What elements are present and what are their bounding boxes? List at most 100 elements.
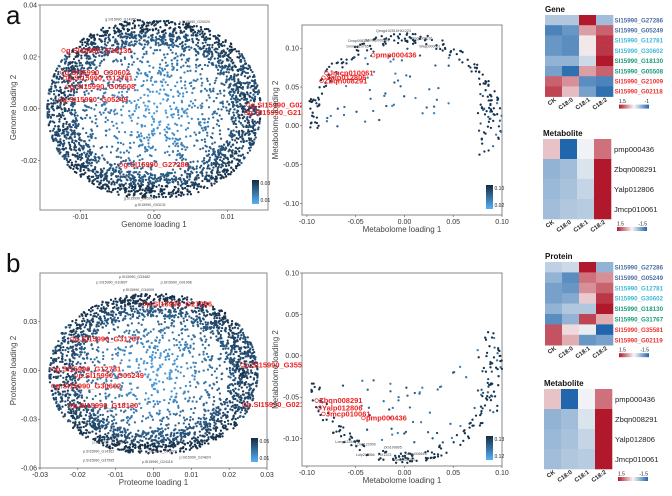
data-point (246, 81, 249, 84)
data-point (231, 138, 234, 141)
data-point (177, 117, 181, 120)
data-point (190, 170, 193, 173)
data-point (72, 421, 75, 424)
data-point (144, 104, 147, 107)
data-point (235, 50, 238, 53)
data-point (63, 90, 66, 93)
data-point (242, 64, 245, 67)
data-point (336, 125, 339, 128)
data-point (148, 64, 151, 68)
data-point (227, 347, 230, 350)
data-point (208, 49, 211, 53)
data-point (112, 59, 116, 63)
data-point (208, 88, 212, 92)
data-point (174, 310, 178, 313)
data-point (164, 92, 167, 96)
data-point (167, 123, 170, 126)
data-point (147, 100, 150, 103)
data-point (216, 72, 220, 75)
data-point (198, 131, 201, 134)
data-point (114, 108, 117, 111)
data-point (97, 174, 100, 178)
data-point (151, 117, 155, 121)
data-point (196, 31, 199, 35)
data-point (458, 58, 461, 61)
data-point (127, 419, 130, 422)
data-point (63, 117, 66, 121)
data-point (149, 79, 153, 82)
data-point (76, 152, 79, 155)
data-point (185, 112, 188, 115)
data-point (169, 310, 172, 314)
data-point (153, 102, 156, 105)
data-point (149, 190, 153, 193)
data-point (175, 31, 178, 34)
data-point (77, 148, 80, 151)
data-point (136, 122, 139, 125)
data-point (482, 131, 486, 134)
data-point (218, 129, 222, 132)
data-point (489, 126, 493, 130)
data-point (204, 175, 207, 179)
data-point (72, 123, 75, 127)
data-point (174, 162, 177, 165)
data-point (234, 412, 237, 415)
data-point (67, 153, 70, 156)
data-point (138, 314, 141, 318)
data-point (203, 32, 206, 35)
colorbar (252, 180, 259, 204)
data-point (246, 118, 249, 121)
data-point (205, 171, 208, 174)
data-point (177, 108, 180, 112)
data-point (94, 394, 97, 398)
data-point (174, 23, 177, 26)
data-point (176, 129, 179, 133)
data-point (85, 62, 89, 65)
data-point (186, 107, 189, 111)
data-point (83, 41, 87, 44)
data-point (132, 60, 135, 64)
data-point (158, 123, 161, 127)
data-point (227, 150, 230, 153)
data-point (147, 165, 150, 168)
data-point (150, 130, 154, 133)
data-point (63, 157, 66, 161)
data-point (345, 62, 348, 65)
data-point (476, 63, 479, 66)
data-point (94, 172, 97, 175)
data-point (140, 35, 143, 39)
data-point (411, 32, 415, 36)
data-point (227, 389, 230, 393)
data-point (180, 365, 183, 369)
data-point (411, 42, 415, 45)
data-point (128, 177, 132, 180)
data-point (108, 190, 111, 193)
data-point (159, 190, 162, 193)
data-point (153, 49, 157, 52)
data-point (162, 40, 165, 43)
data-point (220, 108, 223, 111)
data-point (342, 113, 346, 117)
x-tick-label: -0.05 (348, 219, 364, 226)
data-point (76, 54, 80, 57)
data-point (256, 84, 259, 87)
data-point (237, 159, 241, 162)
data-point (318, 103, 321, 106)
y-axis-title: Genome loading 2 (9, 74, 18, 140)
data-point (83, 326, 86, 329)
data-point (150, 115, 154, 118)
data-point (203, 126, 206, 129)
data-point (114, 41, 117, 44)
data-point (157, 437, 160, 440)
data-point (132, 141, 136, 144)
data-point (229, 97, 233, 101)
data-point (226, 401, 229, 404)
data-point (147, 142, 150, 145)
data-point (382, 44, 385, 47)
data-point (251, 121, 255, 124)
data-point (85, 131, 88, 135)
data-point (166, 408, 169, 411)
data-point (236, 55, 239, 59)
data-point (125, 187, 128, 190)
data-point (231, 116, 234, 119)
